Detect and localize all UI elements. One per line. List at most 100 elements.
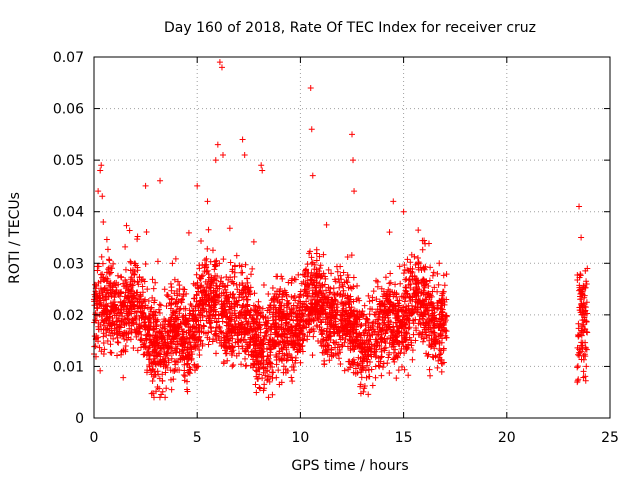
data-point bbox=[302, 267, 309, 274]
y-axis-label: ROTI / TECUs bbox=[7, 192, 23, 284]
data-point bbox=[252, 381, 259, 388]
data-point bbox=[438, 300, 445, 307]
data-point bbox=[313, 257, 320, 264]
data-point bbox=[120, 280, 127, 287]
data-point bbox=[315, 337, 322, 344]
data-point bbox=[219, 310, 226, 317]
data-point bbox=[92, 317, 99, 324]
data-point bbox=[208, 278, 215, 285]
y-tick-label: 0.02 bbox=[53, 308, 84, 324]
data-point bbox=[421, 237, 428, 244]
data-point bbox=[399, 316, 406, 323]
data-point bbox=[310, 333, 317, 340]
data-point bbox=[201, 307, 208, 314]
data-point bbox=[213, 350, 220, 357]
data-point bbox=[376, 301, 383, 308]
data-point bbox=[125, 287, 132, 294]
data-point bbox=[273, 313, 280, 320]
data-point bbox=[384, 295, 391, 302]
data-point bbox=[214, 141, 221, 148]
data-point bbox=[365, 391, 372, 398]
data-point bbox=[392, 346, 399, 353]
data-point bbox=[311, 296, 318, 303]
data-point bbox=[150, 365, 157, 372]
data-point bbox=[297, 327, 304, 334]
data-point bbox=[429, 328, 436, 335]
data-point bbox=[432, 352, 439, 359]
data-point bbox=[125, 334, 132, 341]
data-point bbox=[412, 261, 419, 268]
data-point bbox=[245, 288, 252, 295]
data-point bbox=[150, 373, 157, 380]
data-point bbox=[220, 337, 227, 344]
data-point bbox=[279, 275, 286, 282]
data-point bbox=[353, 316, 360, 323]
data-point bbox=[440, 347, 447, 354]
data-point bbox=[98, 253, 105, 260]
data-point bbox=[145, 356, 152, 363]
data-point bbox=[149, 342, 156, 349]
data-point bbox=[401, 312, 408, 319]
data-point bbox=[428, 307, 435, 314]
data-point bbox=[308, 326, 315, 333]
data-point bbox=[238, 304, 245, 311]
data-point bbox=[430, 314, 437, 321]
data-point bbox=[176, 367, 183, 374]
data-point bbox=[318, 342, 325, 349]
data-point bbox=[185, 229, 192, 236]
data-point bbox=[140, 310, 147, 317]
data-point bbox=[339, 334, 346, 341]
data-point bbox=[164, 364, 171, 371]
data-point bbox=[320, 335, 327, 342]
data-point bbox=[130, 303, 137, 310]
data-point bbox=[205, 226, 212, 233]
data-point bbox=[157, 302, 164, 309]
data-point bbox=[249, 265, 256, 272]
data-point bbox=[185, 338, 192, 345]
data-point bbox=[279, 310, 286, 317]
data-point bbox=[101, 346, 108, 353]
data-point bbox=[409, 309, 416, 316]
data-point bbox=[209, 296, 216, 303]
data-point bbox=[122, 343, 129, 350]
data-point bbox=[104, 278, 111, 285]
data-point bbox=[349, 360, 356, 367]
data-point bbox=[387, 270, 394, 277]
data-point bbox=[244, 275, 251, 282]
data-point bbox=[394, 297, 401, 304]
data-point bbox=[410, 286, 417, 293]
data-point bbox=[196, 265, 203, 272]
data-point bbox=[580, 374, 587, 381]
data-point bbox=[331, 330, 338, 337]
data-point bbox=[240, 296, 247, 303]
data-point bbox=[205, 276, 212, 283]
data-point bbox=[427, 300, 434, 307]
data-point bbox=[250, 238, 257, 245]
data-point bbox=[296, 318, 303, 325]
data-point bbox=[346, 304, 353, 311]
data-point bbox=[158, 335, 165, 342]
data-point bbox=[331, 340, 338, 347]
data-point bbox=[344, 272, 351, 279]
data-point bbox=[317, 329, 324, 336]
data-point bbox=[144, 286, 151, 293]
data-point bbox=[325, 266, 332, 273]
data-point bbox=[159, 388, 166, 395]
data-point bbox=[204, 334, 211, 341]
data-point bbox=[426, 294, 433, 301]
chart-title: Day 160 of 2018, Rate Of TEC Index for r… bbox=[164, 20, 536, 36]
data-point bbox=[114, 352, 121, 359]
data-point bbox=[242, 283, 249, 290]
data-point bbox=[104, 337, 111, 344]
data-points bbox=[91, 59, 591, 401]
data-point bbox=[167, 280, 174, 287]
data-point bbox=[102, 293, 109, 300]
data-point bbox=[205, 271, 212, 278]
data-point bbox=[184, 360, 191, 367]
data-point bbox=[413, 327, 420, 334]
data-point bbox=[191, 362, 198, 369]
data-point bbox=[347, 307, 354, 314]
data-point bbox=[345, 366, 352, 373]
data-point bbox=[182, 340, 189, 347]
data-point bbox=[157, 361, 164, 368]
